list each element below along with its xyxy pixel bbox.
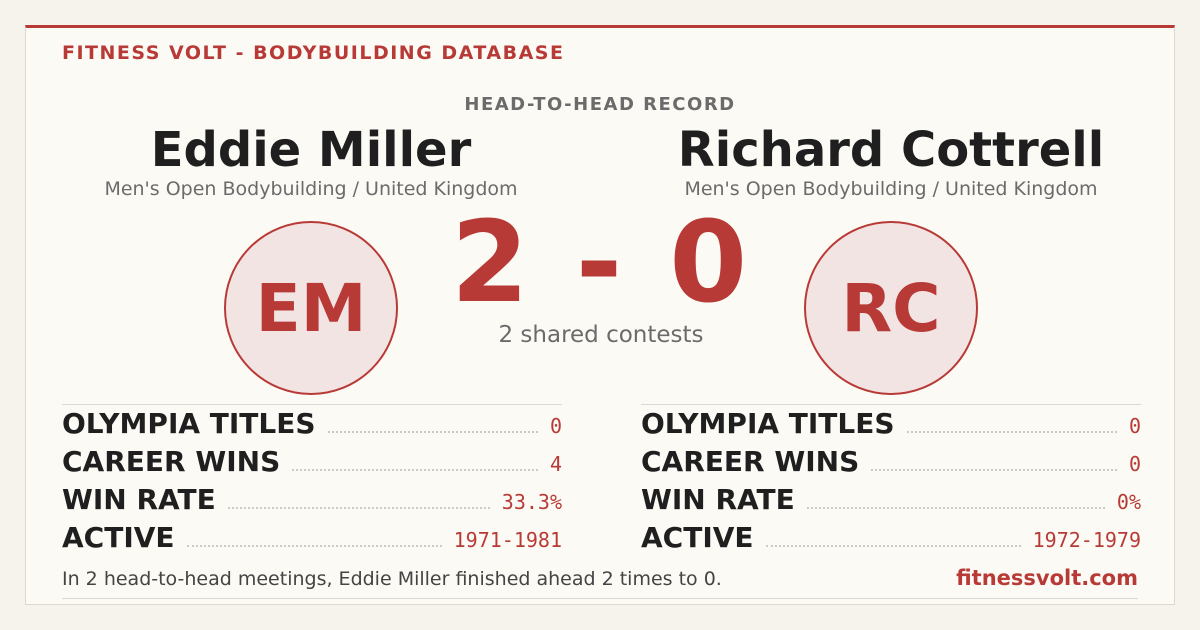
site-link[interactable]: fitnessvolt.com [956, 566, 1138, 590]
card: FITNESS VOLT - BODYBUILDING DATABASE HEA… [25, 25, 1175, 605]
shared-contests: 2 shared contests [498, 322, 704, 348]
stat-value: 0 [1128, 414, 1141, 438]
stat-row: OLYMPIA TITLES 0 [62, 405, 562, 443]
stat-row: CAREER WINS 0 [641, 443, 1141, 481]
leader [227, 483, 490, 509]
stat-row: ACTIVE 1971-1981 [62, 519, 562, 557]
score: 2 - 0 [450, 198, 752, 328]
stat-label: ACTIVE [62, 521, 175, 554]
stat-row: OLYMPIA TITLES 0 [641, 405, 1141, 443]
heading: HEAD-TO-HEAD RECORD [464, 94, 736, 115]
right-subtitle: Men's Open Bodybuilding / United Kingdom [684, 178, 1098, 200]
left-subtitle: Men's Open Bodybuilding / United Kingdom [104, 178, 518, 200]
left-stats: OLYMPIA TITLES 0 CAREER WINS 4 WIN RATE 33.3%… [62, 404, 562, 557]
stat-value: 1972-1979 [1032, 528, 1141, 552]
left-avatar: EM [224, 221, 398, 395]
right-name: Richard Cottrell [677, 122, 1105, 178]
stat-value: 1971-1981 [453, 528, 562, 552]
stat-label: CAREER WINS [62, 445, 281, 478]
brand: FITNESS VOLT - BODYBUILDING DATABASE [62, 42, 565, 64]
right-avatar: RC [804, 221, 978, 395]
stat-value: 4 [549, 452, 562, 476]
summary: In 2 head-to-head meetings, Eddie Miller… [62, 568, 722, 590]
stat-row: CAREER WINS 4 [62, 443, 562, 481]
right-stats: OLYMPIA TITLES 0 CAREER WINS 0 WIN RATE 0% ACT… [641, 404, 1141, 557]
stat-label: WIN RATE [641, 483, 795, 516]
footer-rule [62, 598, 1138, 599]
stat-label: CAREER WINS [641, 445, 860, 478]
stat-label: WIN RATE [62, 483, 216, 516]
leader [906, 407, 1117, 433]
stat-value: 0% [1116, 490, 1141, 514]
leader [871, 445, 1117, 471]
leader [327, 407, 538, 433]
leader [765, 521, 1021, 547]
stat-label: OLYMPIA TITLES [62, 407, 316, 440]
stat-label: ACTIVE [641, 521, 754, 554]
stat-row: ACTIVE 1972-1979 [641, 519, 1141, 557]
stat-label: OLYMPIA TITLES [641, 407, 895, 440]
leader [806, 483, 1105, 509]
stat-value: 33.3% [501, 490, 562, 514]
leader [186, 521, 442, 547]
stat-row: WIN RATE 33.3% [62, 481, 562, 519]
stat-value: 0 [549, 414, 562, 438]
left-name: Eddie Miller [150, 122, 472, 178]
leader [292, 445, 538, 471]
stat-value: 0 [1128, 452, 1141, 476]
stat-row: WIN RATE 0% [641, 481, 1141, 519]
